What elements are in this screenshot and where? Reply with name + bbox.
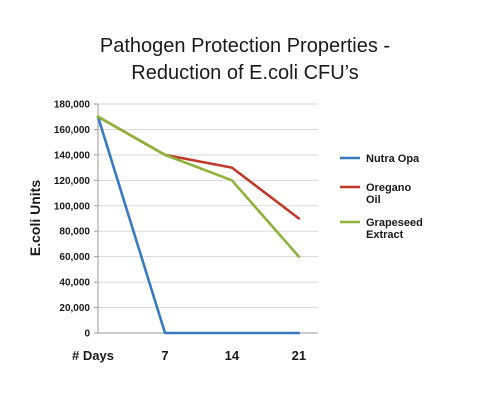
y-tick-label: 60,000	[59, 252, 90, 263]
chart-title: Pathogen Protection Properties - Reductio…	[100, 35, 390, 84]
legend-label: Nutra Opa	[366, 153, 420, 165]
legend-label: Oil	[366, 194, 381, 206]
series-lines	[96, 115, 301, 335]
y-axis-title: E.coli Units	[27, 180, 43, 256]
chart-title-line: Reduction of E.coli CFU’s	[131, 62, 359, 84]
axes	[97, 104, 318, 334]
legend-label: Extract	[366, 229, 404, 241]
x-tick-label: 21	[292, 348, 306, 363]
x-tick-label: 7	[161, 348, 168, 363]
x-axis-caption: # Days	[72, 348, 114, 363]
chart-title-line: Pathogen Protection Properties -	[100, 35, 390, 57]
y-ticks: 0 20,000 40,000 60,000 80,000 100,000 120,000 1…	[54, 100, 98, 340]
x-ticks: 7 14 21	[161, 348, 306, 363]
legend-label: Grapeseed	[366, 217, 423, 229]
series-line	[96, 115, 301, 259]
y-tick-label: 20,000	[59, 303, 90, 314]
y-tick-label: 140,000	[54, 150, 91, 161]
y-tick-label: 0	[84, 329, 90, 340]
y-tick-label: 100,000	[54, 201, 91, 212]
legend-label: Oregano	[366, 182, 412, 194]
y-tick-label: 120,000	[54, 176, 91, 187]
y-tick-label: 180,000	[54, 100, 91, 111]
y-tick-label: 40,000	[59, 278, 90, 289]
y-tick-label: 80,000	[59, 227, 90, 238]
y-tick-label: 160,000	[54, 125, 91, 136]
x-tick-label: 14	[225, 348, 240, 363]
series-line	[96, 115, 301, 335]
